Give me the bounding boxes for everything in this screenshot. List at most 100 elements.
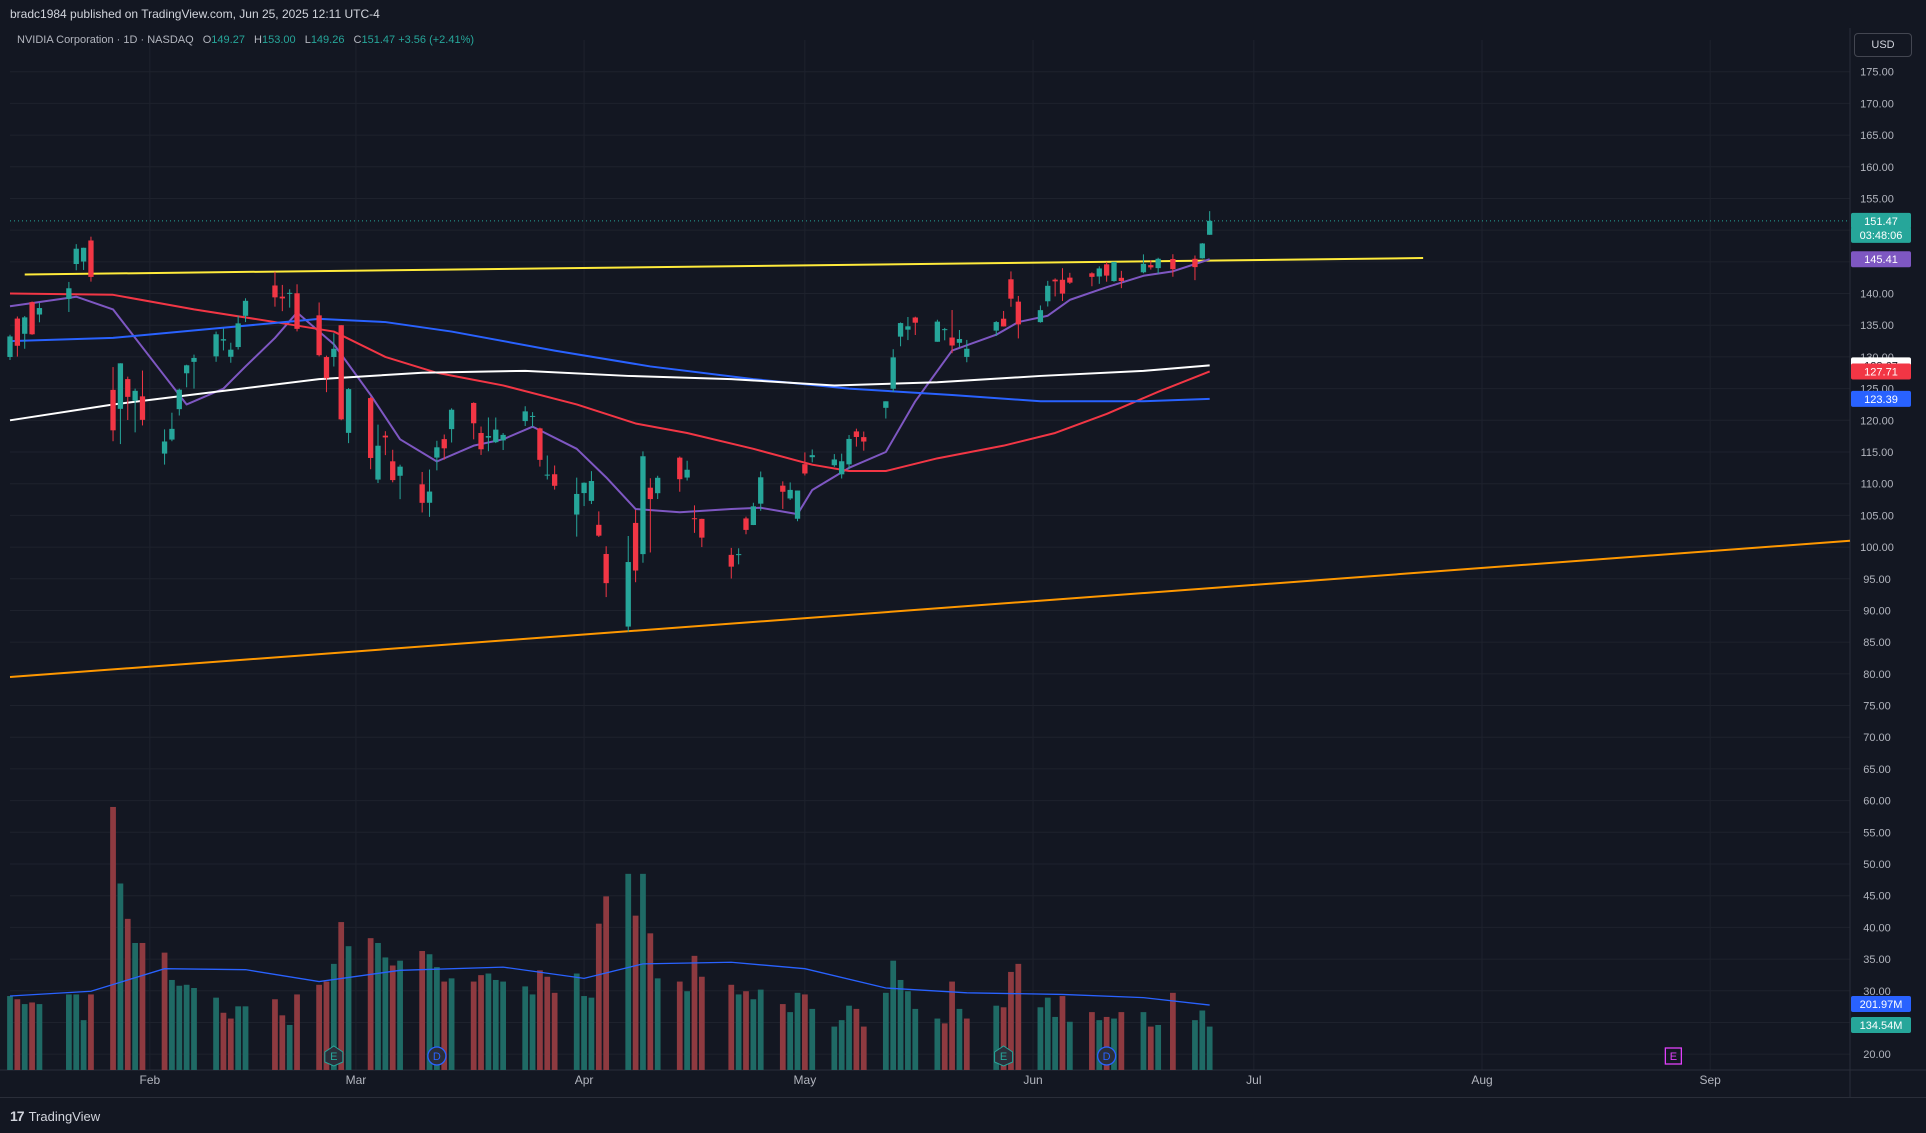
candle-body <box>1015 301 1021 325</box>
volume-bar <box>169 979 175 1070</box>
volume-bar <box>375 942 381 1070</box>
y-tick-label: 85.00 <box>1863 637 1891 649</box>
earnings-marker-future <box>1664 1047 1683 1065</box>
candle-body <box>632 522 639 571</box>
candle <box>691 505 698 533</box>
volume-bar <box>897 979 904 1070</box>
candle-body <box>1037 310 1044 323</box>
candle-body <box>787 489 793 499</box>
volume-bar <box>522 986 529 1070</box>
candle-body <box>625 562 631 627</box>
volume-bar <box>853 1008 860 1070</box>
y-tick-label: 50.00 <box>1863 859 1891 871</box>
candle <box>1111 261 1117 282</box>
candle <box>345 388 352 444</box>
y-tick-label: 40.00 <box>1863 922 1891 934</box>
candle-body <box>213 334 219 357</box>
price-chart[interactable]: 20.0025.0030.0035.0040.0045.0050.0055.00… <box>0 28 1926 1097</box>
volume-bar <box>581 996 587 1070</box>
candle <box>1045 280 1051 307</box>
candle <box>993 321 999 336</box>
volume-bar <box>529 994 536 1070</box>
volume-bar <box>1199 1010 1206 1070</box>
ma-fast-line <box>9 258 1210 516</box>
candle-body <box>809 455 815 458</box>
candle <box>1008 271 1014 307</box>
candle <box>183 364 190 388</box>
volume-bar <box>544 976 551 1070</box>
candle <box>802 452 808 476</box>
volume-bar <box>640 873 646 1070</box>
yellow-trendline <box>24 257 1424 276</box>
volume-bar <box>235 1006 242 1070</box>
price-axis-label: 151.47 <box>1864 216 1898 228</box>
candle <box>287 289 293 308</box>
volume-bar <box>183 984 190 1070</box>
y-tick-label: 140.00 <box>1860 289 1894 301</box>
volume-bar <box>573 973 580 1070</box>
low-label: L <box>304 34 311 46</box>
candle-body <box>537 428 543 460</box>
volume-bar <box>956 1008 963 1070</box>
volume-bar <box>654 978 661 1070</box>
candle-body <box>1207 220 1213 235</box>
candle <box>1096 266 1102 284</box>
candle-body <box>934 321 941 342</box>
candle-body <box>390 461 396 481</box>
candle-body <box>110 389 116 431</box>
candle-body <box>890 357 896 389</box>
candle <box>1140 254 1147 274</box>
candle-body <box>29 302 35 335</box>
volume-bar <box>1052 1016 1058 1070</box>
candle-body <box>493 429 499 443</box>
candle <box>1000 310 1007 327</box>
y-tick-label: 160.00 <box>1860 162 1894 174</box>
candle-body <box>161 441 168 454</box>
volume-bar <box>139 942 146 1070</box>
candle-body <box>139 396 146 420</box>
candle-body <box>551 474 558 486</box>
candle <box>632 509 639 583</box>
price-axis-label-box <box>1851 251 1911 268</box>
candle <box>1067 272 1073 284</box>
volume-bar <box>831 1026 838 1070</box>
currency-button[interactable]: USD <box>1854 33 1912 57</box>
volume-bar <box>551 992 558 1070</box>
candle <box>338 325 344 421</box>
candle <box>191 354 197 389</box>
candle-body <box>743 518 749 530</box>
candle-body <box>993 322 999 331</box>
candle-body <box>588 481 595 501</box>
y-tick-label: 110.00 <box>1861 479 1894 491</box>
y-tick-label: 165.00 <box>1860 130 1894 142</box>
candle <box>735 548 742 565</box>
candle-body <box>235 323 241 348</box>
top-bar: bradc1984 published on TradingView.com, … <box>0 0 1926 29</box>
candle-body <box>7 336 13 357</box>
volume-bar <box>1008 971 1014 1070</box>
candle-body <box>853 431 860 437</box>
price-axis-label-box <box>1851 363 1911 380</box>
volume-bar <box>632 915 639 1070</box>
tradingview-logo[interactable]: 17 TradingView <box>10 1108 100 1124</box>
candle <box>139 370 146 426</box>
volume-bar <box>993 1005 1000 1070</box>
volume-ma-line <box>9 961 1210 1006</box>
candle <box>36 303 43 323</box>
candle-body <box>191 357 197 362</box>
volume-bar <box>588 997 595 1070</box>
candle <box>419 471 425 513</box>
candle-body <box>1067 277 1073 283</box>
candle <box>500 433 506 451</box>
price-axis-label: 201.97M <box>1860 999 1903 1011</box>
brand-name: TradingView <box>28 1108 101 1124</box>
volume-bar <box>426 954 433 1070</box>
candle <box>964 339 970 363</box>
volume-bar <box>787 1012 794 1070</box>
candle-body <box>942 329 948 331</box>
volume-bar <box>1015 963 1022 1070</box>
volume-bar <box>345 946 352 1070</box>
volume-bar <box>1044 997 1051 1070</box>
candle <box>7 334 13 361</box>
candle <box>434 440 440 471</box>
